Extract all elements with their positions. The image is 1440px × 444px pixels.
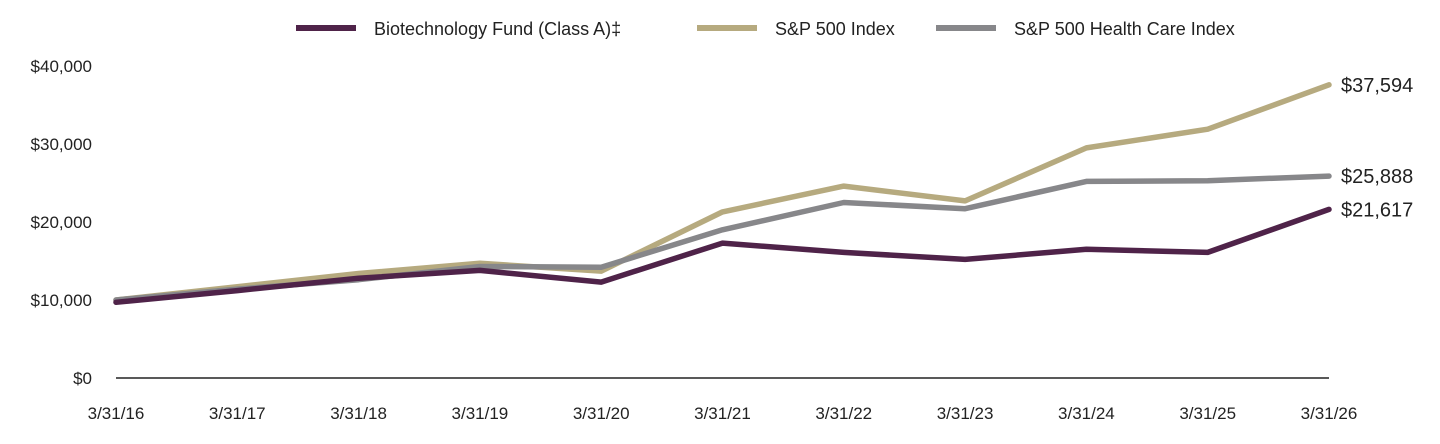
x-tick-label: 3/31/20 xyxy=(573,404,630,423)
end-value-label: $37,594 xyxy=(1341,75,1413,97)
y-tick-label: $10,000 xyxy=(31,291,92,310)
x-tick-label: 3/31/19 xyxy=(452,404,509,423)
end-value-label: $21,617 xyxy=(1341,199,1413,221)
legend-label: S&P 500 Health Care Index xyxy=(1014,19,1235,39)
x-tick-label: 3/31/21 xyxy=(694,404,751,423)
y-tick-label: $30,000 xyxy=(31,135,92,154)
legend: Biotechnology Fund (Class A)‡ S&P 500 Ind… xyxy=(296,19,1235,39)
x-tick-label: 3/31/25 xyxy=(1179,404,1236,423)
y-tick-label: $20,000 xyxy=(31,213,92,232)
end-value-label: $25,888 xyxy=(1341,166,1413,188)
series-line-1 xyxy=(113,82,1332,303)
x-tick-label: 3/31/22 xyxy=(815,404,872,423)
x-tick-label: 3/31/23 xyxy=(937,404,994,423)
axes: $0 $10,000 $20,000 $30,000 $40,000 3/31/16 3/3… xyxy=(31,57,1358,423)
x-tick-label: 3/31/16 xyxy=(88,404,145,423)
series-line-0 xyxy=(113,206,1332,306)
x-tick-label: 3/31/26 xyxy=(1301,404,1358,423)
series-lines xyxy=(113,82,1332,306)
y-tick-label: $40,000 xyxy=(31,57,92,76)
x-tick-label: 3/31/17 xyxy=(209,404,266,423)
y-tick-label: $0 xyxy=(73,369,92,388)
end-labels: $21,617 $37,594 $25,888 xyxy=(1341,75,1413,222)
legend-label: Biotechnology Fund (Class A)‡ xyxy=(374,19,621,39)
x-tick-label: 3/31/24 xyxy=(1058,404,1115,423)
legend-label: S&P 500 Index xyxy=(775,19,895,39)
x-tick-label: 3/31/18 xyxy=(330,404,387,423)
